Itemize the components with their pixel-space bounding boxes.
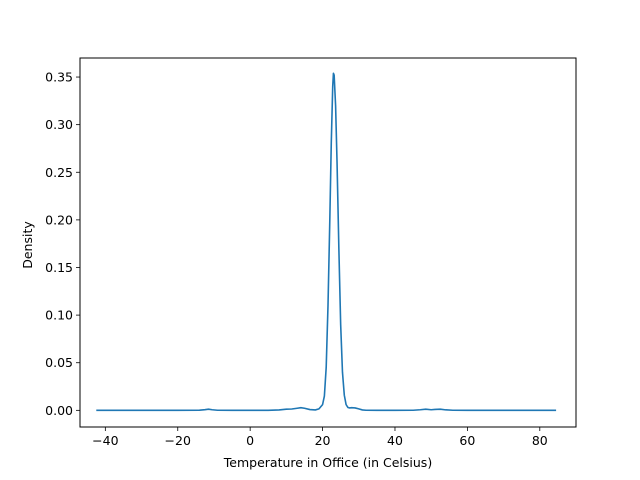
y-axis-ticks: 0.00 0.05 0.10 0.15 0.20 0.25 0.30 0.35 — [45, 70, 80, 418]
x-tick-label: 40 — [387, 433, 403, 448]
y-tick-label: 0.20 — [45, 212, 73, 227]
y-tick-label: 0.00 — [45, 403, 73, 418]
plot-frame — [79, 57, 577, 428]
plot-area — [96, 72, 557, 412]
y-tick-label: 0.15 — [45, 260, 73, 275]
x-axis-ticks: −40 −20 0 20 40 60 80 — [92, 427, 548, 448]
y-tick-label: 0.30 — [45, 117, 73, 132]
y-tick-label: 0.05 — [45, 355, 73, 370]
x-tick-label: 80 — [532, 433, 548, 448]
y-axis-label: Density — [20, 221, 35, 269]
y-tick-label: 0.35 — [45, 70, 73, 85]
x-tick-label: 20 — [315, 433, 331, 448]
x-tick-label: 60 — [459, 433, 475, 448]
y-tick-label: 0.10 — [45, 308, 73, 323]
y-tick-label: 0.25 — [45, 165, 73, 180]
x-tick-label: −40 — [92, 433, 118, 448]
x-axis-label: Temperature in Office (in Celsius) — [223, 455, 432, 470]
x-tick-label: 0 — [246, 433, 254, 448]
density-series-line — [96, 72, 557, 412]
x-tick-label: −20 — [165, 433, 191, 448]
